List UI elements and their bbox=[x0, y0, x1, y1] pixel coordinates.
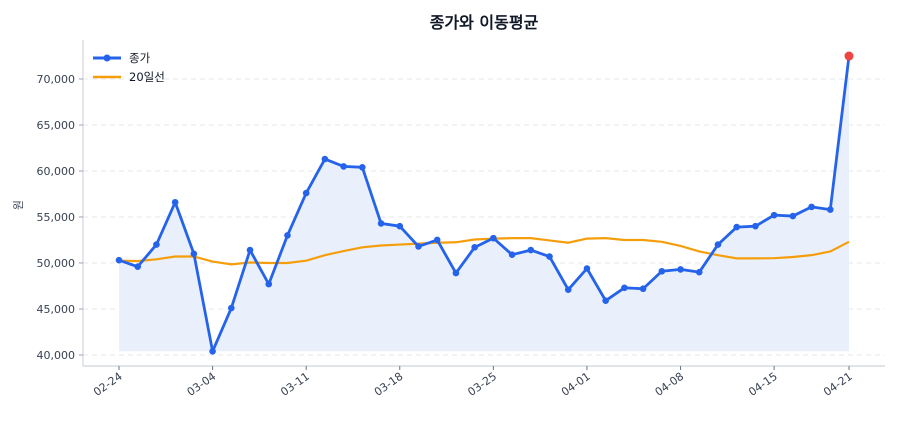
close-point bbox=[190, 250, 198, 258]
close-point bbox=[527, 246, 535, 254]
close-point bbox=[808, 203, 815, 211]
series-points bbox=[115, 51, 854, 355]
close-point bbox=[209, 347, 216, 355]
close-area-fill bbox=[119, 56, 849, 352]
close-point bbox=[340, 163, 347, 170]
close-point bbox=[546, 253, 553, 260]
close-point bbox=[508, 251, 516, 258]
x-tick-label: 04-01 bbox=[559, 370, 593, 399]
y-tick-label: 60,000 bbox=[37, 165, 76, 178]
close-point bbox=[171, 198, 179, 206]
area-fill bbox=[119, 56, 849, 352]
close-point bbox=[302, 189, 310, 197]
legend-label-close: 종가 bbox=[129, 51, 151, 65]
close-point bbox=[789, 212, 797, 220]
close-point bbox=[583, 265, 591, 272]
close-point bbox=[134, 263, 142, 270]
close-point bbox=[490, 234, 497, 242]
close-point bbox=[153, 241, 160, 248]
y-tick-label: 65,000 bbox=[37, 119, 76, 132]
y-tick-label: 45,000 bbox=[37, 303, 76, 316]
close-point bbox=[284, 232, 291, 239]
close-point bbox=[639, 285, 647, 293]
close-point bbox=[621, 284, 628, 292]
close-point bbox=[433, 236, 441, 244]
close-point-latest bbox=[844, 51, 854, 61]
close-point bbox=[415, 243, 422, 250]
close-line bbox=[118, 55, 851, 353]
close-point bbox=[246, 246, 254, 254]
close-point bbox=[321, 155, 329, 163]
x-tick-label: 04-15 bbox=[746, 370, 780, 399]
x-tick-label: 03-11 bbox=[278, 370, 312, 399]
close-point bbox=[396, 222, 404, 230]
legend-marker-close bbox=[103, 54, 111, 62]
close-point bbox=[377, 220, 385, 227]
legend: 종가 20일선 bbox=[93, 51, 165, 84]
y-tick-label: 70,000 bbox=[37, 73, 76, 86]
y-ticks: 40,000 45,000 50,000 55,000 60,000 65,000 70,0… bbox=[37, 73, 83, 362]
close-point bbox=[359, 164, 366, 171]
close-point bbox=[695, 268, 703, 276]
y-axis-label: 원 bbox=[12, 200, 25, 210]
chart-title: 종가와 이동평균 bbox=[430, 13, 539, 32]
y-tick-label: 40,000 bbox=[37, 349, 76, 362]
y-tick-label: 50,000 bbox=[37, 257, 76, 270]
close-point bbox=[733, 223, 740, 231]
series-lines bbox=[118, 55, 851, 353]
x-tick-label: 03-04 bbox=[185, 370, 219, 399]
y-tick-label: 55,000 bbox=[37, 211, 76, 224]
close-point bbox=[265, 280, 273, 288]
ma20-line bbox=[118, 237, 850, 266]
close-point bbox=[115, 256, 123, 264]
close-point bbox=[658, 267, 666, 275]
x-ticks: 02-24 03-04 03-11 03-18 03-25 04-01 04-08 04-15… bbox=[91, 366, 855, 399]
close-point bbox=[826, 206, 834, 213]
x-tick-label: 04-21 bbox=[821, 370, 855, 399]
close-point bbox=[471, 244, 478, 251]
close-point bbox=[564, 286, 572, 293]
x-tick-label: 03-25 bbox=[465, 370, 499, 399]
close-point bbox=[714, 241, 722, 248]
close-point bbox=[452, 269, 460, 277]
close-point bbox=[752, 222, 759, 230]
legend-label-ma20: 20일선 bbox=[129, 70, 165, 84]
x-tick-label: 04-08 bbox=[653, 370, 687, 399]
close-point bbox=[677, 266, 684, 273]
close-point bbox=[228, 304, 235, 312]
close-point bbox=[602, 297, 609, 304]
x-tick-label: 03-18 bbox=[372, 370, 406, 399]
x-tick-label: 02-24 bbox=[91, 370, 125, 399]
close-point bbox=[770, 211, 778, 219]
